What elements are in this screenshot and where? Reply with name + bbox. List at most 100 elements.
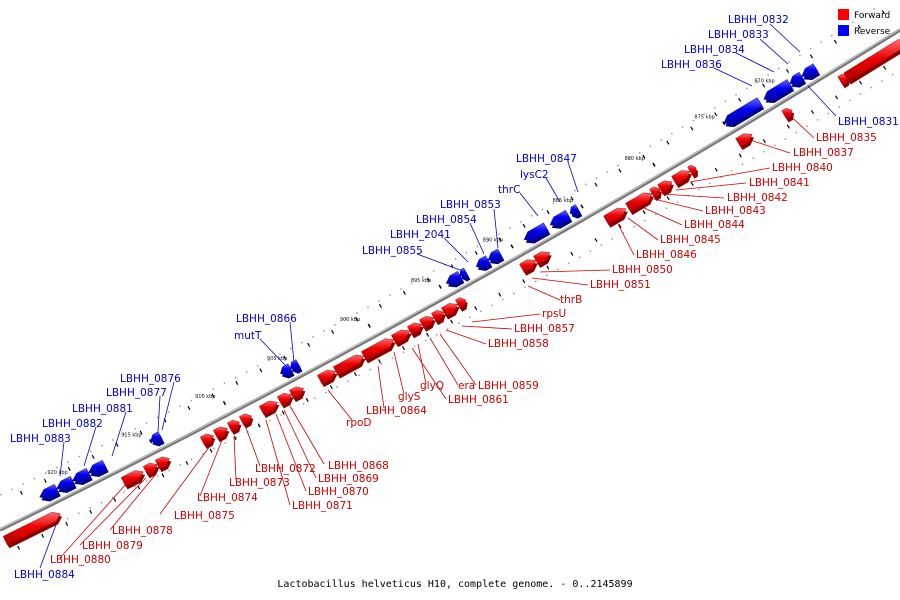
leader-line <box>617 223 635 256</box>
tick-label: 915 kbp <box>121 432 141 438</box>
minor-tick <box>19 490 23 495</box>
gene-label: LBHH_0833 <box>708 29 769 41</box>
leader-line <box>675 182 747 191</box>
reverse-gene-arrow <box>723 97 763 125</box>
minor-tick <box>738 97 742 102</box>
minor-tick <box>785 68 790 73</box>
forward-gene-arrow <box>289 386 304 400</box>
leader-line <box>519 192 539 217</box>
forward-gene-arrow <box>154 456 170 470</box>
gene-label: LBHH_0877 <box>106 387 167 399</box>
minor-tick <box>857 24 861 29</box>
leader-line <box>283 409 317 479</box>
minor-tick <box>377 359 381 364</box>
minor-tick <box>522 279 526 284</box>
gene-label: LBHH_0871 <box>292 500 353 512</box>
forward-gene-arrow <box>142 462 158 476</box>
reverse-gene-arrow <box>445 270 463 285</box>
legend-reverse-swatch <box>838 25 849 36</box>
gene-label: LBHH_0873 <box>229 477 290 489</box>
gene-label: glyQ <box>420 380 444 392</box>
leader-line <box>461 325 513 330</box>
gene-label: LBHH_0870 <box>308 486 369 498</box>
reverse-gene-arrow <box>56 475 76 491</box>
forward-gene-arrow <box>735 133 753 148</box>
gene-label: LBHH_0832 <box>728 14 789 26</box>
gene-label: LBHH_0876 <box>120 373 181 385</box>
tick-mark <box>652 162 656 167</box>
minor-tick <box>89 509 93 514</box>
gene-label: LBHH_0861 <box>448 394 509 406</box>
gene-label: LBHH_0858 <box>488 338 549 350</box>
gene-label: LBHH_0836 <box>661 59 722 71</box>
minor-tick <box>43 478 47 483</box>
leader-line <box>199 439 223 497</box>
leader-line <box>411 347 447 400</box>
minor-tick <box>666 196 670 201</box>
leader-line <box>79 477 147 546</box>
gene-label: LBHH_0866 <box>236 313 297 325</box>
gene-label: LBHH_0853 <box>440 199 501 211</box>
leader-line <box>439 333 477 386</box>
forward-gene-arrow <box>843 39 900 82</box>
minor-tick <box>738 153 742 158</box>
reverse-gene-arrow <box>72 467 92 483</box>
minor-tick <box>546 265 550 270</box>
forward-gene-arrow <box>277 392 292 406</box>
gene-label: LBHH_0844 <box>684 219 745 231</box>
leader-line <box>713 67 753 87</box>
minor-tick <box>378 303 382 308</box>
gene-label: LBHH_0854 <box>416 214 477 226</box>
leader-line <box>639 205 683 226</box>
leader-line <box>539 269 611 273</box>
gene-label: LBHH_0835 <box>816 132 877 144</box>
minor-tick <box>257 423 261 428</box>
minor-tick <box>426 332 430 337</box>
forward-gene-arrow <box>333 354 365 376</box>
minor-tick <box>642 154 646 159</box>
forward-gene-arrow <box>2 512 61 546</box>
minor-tick <box>187 405 191 411</box>
gene-label: LBHH_0847 <box>516 153 577 165</box>
minor-tick <box>402 345 406 351</box>
minor-tick <box>331 329 335 334</box>
minor-tick <box>762 139 766 144</box>
gene-label: LBHH_0884 <box>14 569 75 581</box>
reverse-gene-arrow <box>150 431 164 444</box>
tick-label: 920 kbp <box>47 470 67 476</box>
gene-label: LBHH_0842 <box>727 192 788 204</box>
minor-tick <box>41 533 45 538</box>
minor-tick <box>259 368 263 373</box>
genome-caption: Lactobacillus helveticus H10, complete g… <box>277 579 632 590</box>
gene-label: glyS <box>398 391 421 403</box>
forward-gene-arrow <box>419 316 435 329</box>
leader-line <box>527 285 561 301</box>
leader-line <box>159 445 211 515</box>
gene-label: LBHH_0845 <box>660 234 721 246</box>
minor-tick <box>402 290 406 295</box>
gene-label: LBHH_0843 <box>705 205 766 217</box>
legend: Forward Reverse <box>838 9 891 37</box>
minor-tick <box>690 181 694 187</box>
gene-label: LBHH_0872 <box>255 463 316 475</box>
minor-tick <box>714 112 718 117</box>
forward-gene-arrow <box>431 310 445 323</box>
minor-tick <box>139 430 143 435</box>
reverse-gene-arrow <box>789 71 805 85</box>
minor-tick <box>594 182 598 187</box>
leader-line <box>545 177 561 203</box>
tick-label: 895 kbp <box>411 278 431 284</box>
minor-tick <box>450 319 454 324</box>
minor-tick <box>355 316 359 322</box>
minor-tick <box>834 95 839 100</box>
minor-tick <box>522 223 526 228</box>
leader-line <box>417 343 427 385</box>
gene-label: LBHH_0859 <box>478 380 539 392</box>
leader-line <box>327 389 353 421</box>
forward-gene-arrow <box>199 433 214 447</box>
leader-line <box>735 52 775 73</box>
minor-tick <box>690 126 694 131</box>
leader-line <box>275 413 307 492</box>
tick-label: 885 kbp <box>553 198 573 204</box>
forward-gene-arrow <box>212 426 228 440</box>
